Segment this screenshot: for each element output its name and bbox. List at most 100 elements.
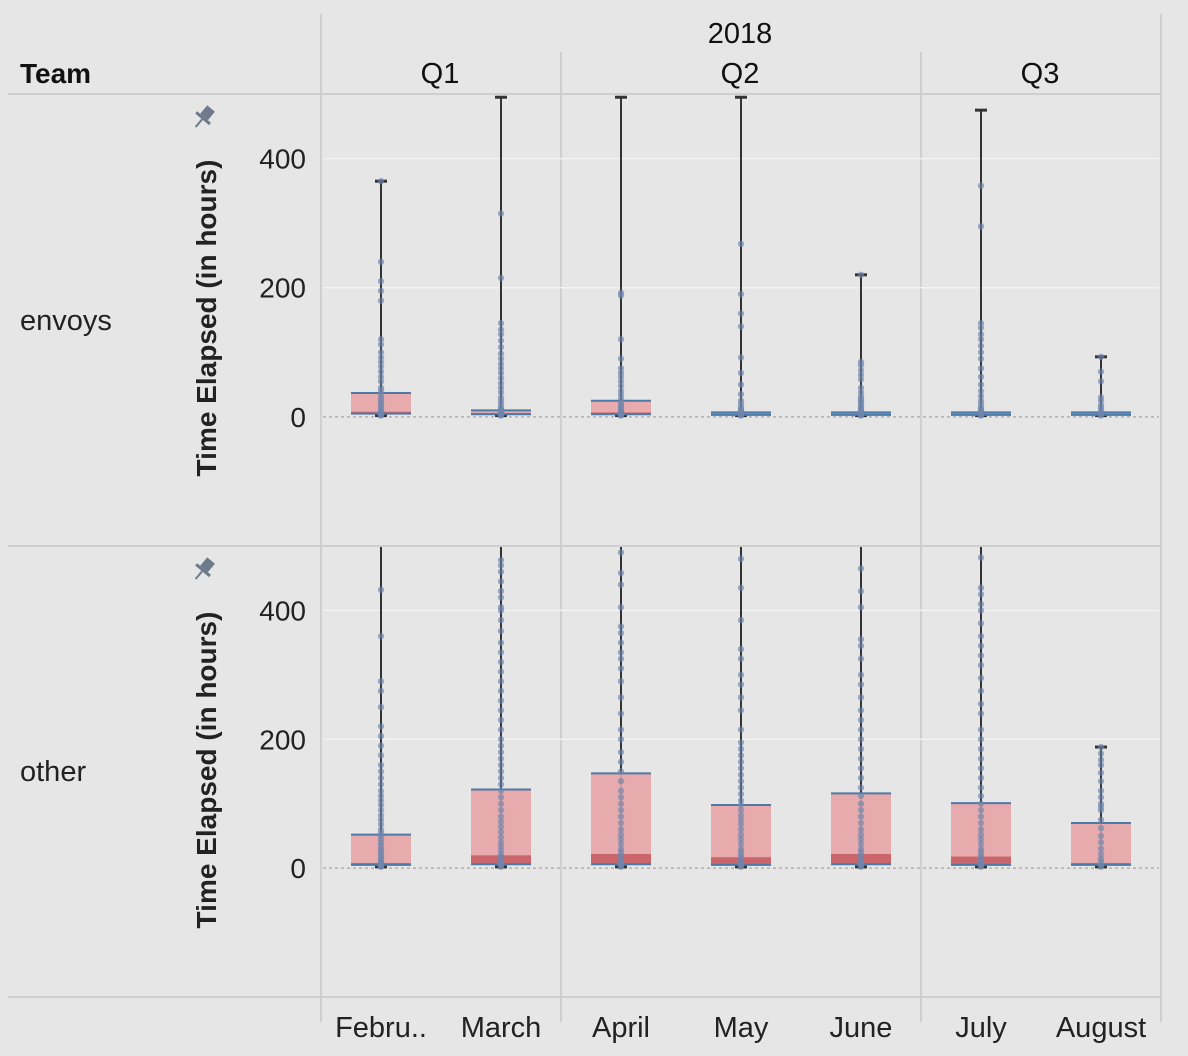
box-other-february[interactable]: [351, 547, 411, 871]
box-envoys-february[interactable]: [351, 177, 411, 419]
frame-lines: [8, 14, 1162, 1022]
team-column-header: Team: [20, 58, 91, 89]
data-point: [857, 384, 865, 391]
data-point: [377, 358, 385, 366]
data-point: [857, 745, 865, 753]
data-point: [497, 787, 505, 795]
panel-envoys: 400 200 0: [259, 95, 1159, 433]
data-point: [737, 290, 745, 298]
pin-icon[interactable]: [189, 555, 218, 585]
data-point: [497, 556, 505, 564]
data-point: [377, 349, 385, 356]
data-point: [1097, 845, 1105, 853]
data-point: [977, 819, 985, 827]
data-point: [497, 828, 505, 836]
data-point: [1097, 816, 1105, 824]
data-point: [977, 320, 985, 327]
y-tick-label: 0: [290, 853, 306, 884]
data-point: [737, 790, 745, 798]
data-point: [977, 710, 985, 717]
y-tick-label: 400: [259, 595, 306, 626]
data-point: [1097, 824, 1105, 832]
box-other-april[interactable]: [591, 547, 651, 871]
data-point: [857, 835, 865, 843]
data-point: [977, 726, 985, 733]
data-point: [617, 365, 625, 372]
box-envoys-may[interactable]: [711, 95, 771, 419]
data-point: [737, 758, 745, 766]
box-envoys-august[interactable]: [1071, 353, 1131, 419]
data-point: [497, 687, 505, 695]
data-point: [737, 845, 745, 853]
data-point: [377, 297, 385, 304]
data-point: [977, 365, 985, 372]
data-point: [1097, 756, 1105, 764]
data-point: [977, 835, 985, 843]
data-point: [497, 604, 505, 611]
data-point: [977, 373, 985, 381]
data-point: [1097, 378, 1105, 385]
data-point: [617, 845, 625, 853]
data-point: [977, 607, 985, 614]
data-point: [497, 562, 505, 569]
data-point: [737, 694, 745, 701]
box-other-june[interactable]: [831, 547, 891, 871]
data-point: [1097, 769, 1105, 776]
data-point: [857, 681, 865, 688]
data-point: [977, 342, 985, 350]
data-point: [617, 604, 625, 611]
data-point: [1097, 794, 1105, 801]
box-envoys-july[interactable]: [951, 108, 1011, 419]
data-point: [977, 633, 985, 640]
data-point: [617, 748, 625, 756]
data-point: [377, 354, 385, 361]
data-point: [1097, 800, 1105, 807]
data-point: [737, 726, 745, 733]
data-point: [377, 378, 385, 385]
pin-icon[interactable]: [189, 103, 218, 133]
data-point: [497, 736, 505, 743]
data-point: [1097, 743, 1105, 751]
data-point: [857, 819, 865, 827]
data-point: [977, 774, 985, 782]
box-other-march[interactable]: [471, 547, 531, 871]
data-point: [377, 341, 385, 348]
data-point: [497, 774, 505, 782]
data-point: [497, 384, 505, 391]
data-point: [857, 587, 865, 595]
data-point: [377, 336, 385, 343]
data-point: [857, 636, 865, 643]
data-point: [377, 787, 385, 795]
data-point: [497, 823, 505, 831]
data-point: [857, 389, 865, 396]
month-label-february: Febru..: [335, 1012, 427, 1044]
box-envoys-june[interactable]: [831, 271, 891, 419]
box-other-may[interactable]: [711, 547, 771, 871]
data-point: [1097, 750, 1105, 757]
data-point: [377, 368, 385, 375]
data-point: [497, 818, 505, 825]
data-point: [377, 278, 385, 285]
y-axis-title-envoys: Time Elapsed (in hours): [191, 160, 222, 477]
data-point: [1097, 832, 1105, 840]
data-point: [977, 826, 985, 833]
data-point: [377, 826, 385, 833]
data-point: [737, 323, 745, 330]
data-point: [737, 765, 745, 772]
box-envoys-march[interactable]: [471, 95, 531, 419]
data-point: [617, 623, 625, 630]
box-other-july[interactable]: [951, 547, 1011, 871]
data-point: [737, 381, 745, 388]
data-point: [857, 765, 865, 772]
data-point: [977, 765, 985, 772]
data-point: [377, 821, 385, 828]
box-envoys-april[interactable]: [591, 95, 651, 419]
data-point: [857, 736, 865, 743]
data-point: [1097, 777, 1105, 785]
data-point: [377, 258, 385, 266]
data-point: [977, 349, 985, 356]
data-point: [497, 755, 505, 762]
data-point: [377, 678, 385, 685]
data-point: [497, 716, 505, 724]
box-other-august[interactable]: [1071, 743, 1131, 871]
